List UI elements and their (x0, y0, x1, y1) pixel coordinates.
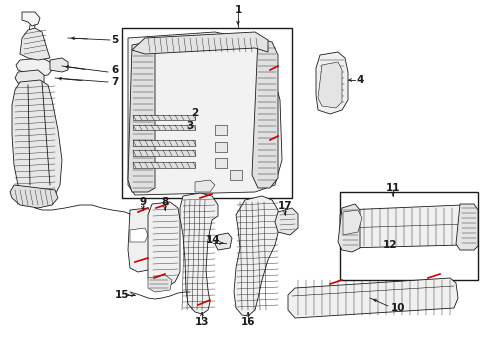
Polygon shape (274, 208, 297, 235)
Polygon shape (128, 32, 282, 195)
Bar (122, 28, 291, 198)
Text: 14: 14 (205, 235, 220, 245)
Bar (215, 125, 226, 135)
Text: 12: 12 (382, 240, 396, 250)
Polygon shape (128, 42, 155, 192)
Text: 17: 17 (277, 201, 292, 211)
Polygon shape (133, 115, 195, 120)
Polygon shape (315, 52, 347, 114)
Text: 9: 9 (139, 197, 146, 207)
Text: 8: 8 (161, 197, 168, 207)
Polygon shape (287, 278, 457, 318)
Polygon shape (195, 180, 215, 192)
Polygon shape (132, 32, 267, 54)
Bar (215, 142, 226, 152)
Polygon shape (251, 38, 278, 188)
Polygon shape (20, 28, 50, 60)
Polygon shape (12, 80, 62, 200)
Bar (229, 170, 242, 180)
Polygon shape (337, 204, 359, 252)
Text: 10: 10 (390, 303, 405, 313)
Polygon shape (215, 233, 231, 250)
Text: 1: 1 (234, 5, 241, 15)
Polygon shape (133, 125, 195, 130)
Polygon shape (180, 193, 218, 314)
Text: 5: 5 (111, 35, 119, 45)
Polygon shape (133, 150, 195, 156)
Text: 11: 11 (385, 183, 400, 193)
Polygon shape (128, 208, 152, 272)
Polygon shape (455, 204, 477, 250)
Polygon shape (50, 58, 68, 72)
Text: 15: 15 (115, 290, 129, 300)
Text: 7: 7 (111, 77, 119, 87)
Polygon shape (10, 185, 58, 208)
Text: 4: 4 (356, 75, 363, 85)
Polygon shape (133, 162, 195, 168)
Polygon shape (342, 210, 361, 235)
Polygon shape (16, 58, 52, 76)
Polygon shape (15, 70, 44, 85)
Text: 16: 16 (240, 317, 255, 327)
Text: 13: 13 (194, 317, 209, 327)
Text: 6: 6 (111, 65, 119, 75)
Text: 2: 2 (191, 108, 198, 118)
Polygon shape (148, 202, 180, 288)
Polygon shape (133, 140, 195, 146)
Polygon shape (148, 275, 172, 292)
Bar (339, 192, 477, 280)
Text: 3: 3 (186, 121, 193, 131)
Bar (215, 158, 226, 168)
Polygon shape (234, 196, 280, 316)
Polygon shape (339, 205, 467, 248)
Polygon shape (22, 12, 40, 26)
Polygon shape (317, 62, 341, 108)
Polygon shape (130, 228, 148, 242)
